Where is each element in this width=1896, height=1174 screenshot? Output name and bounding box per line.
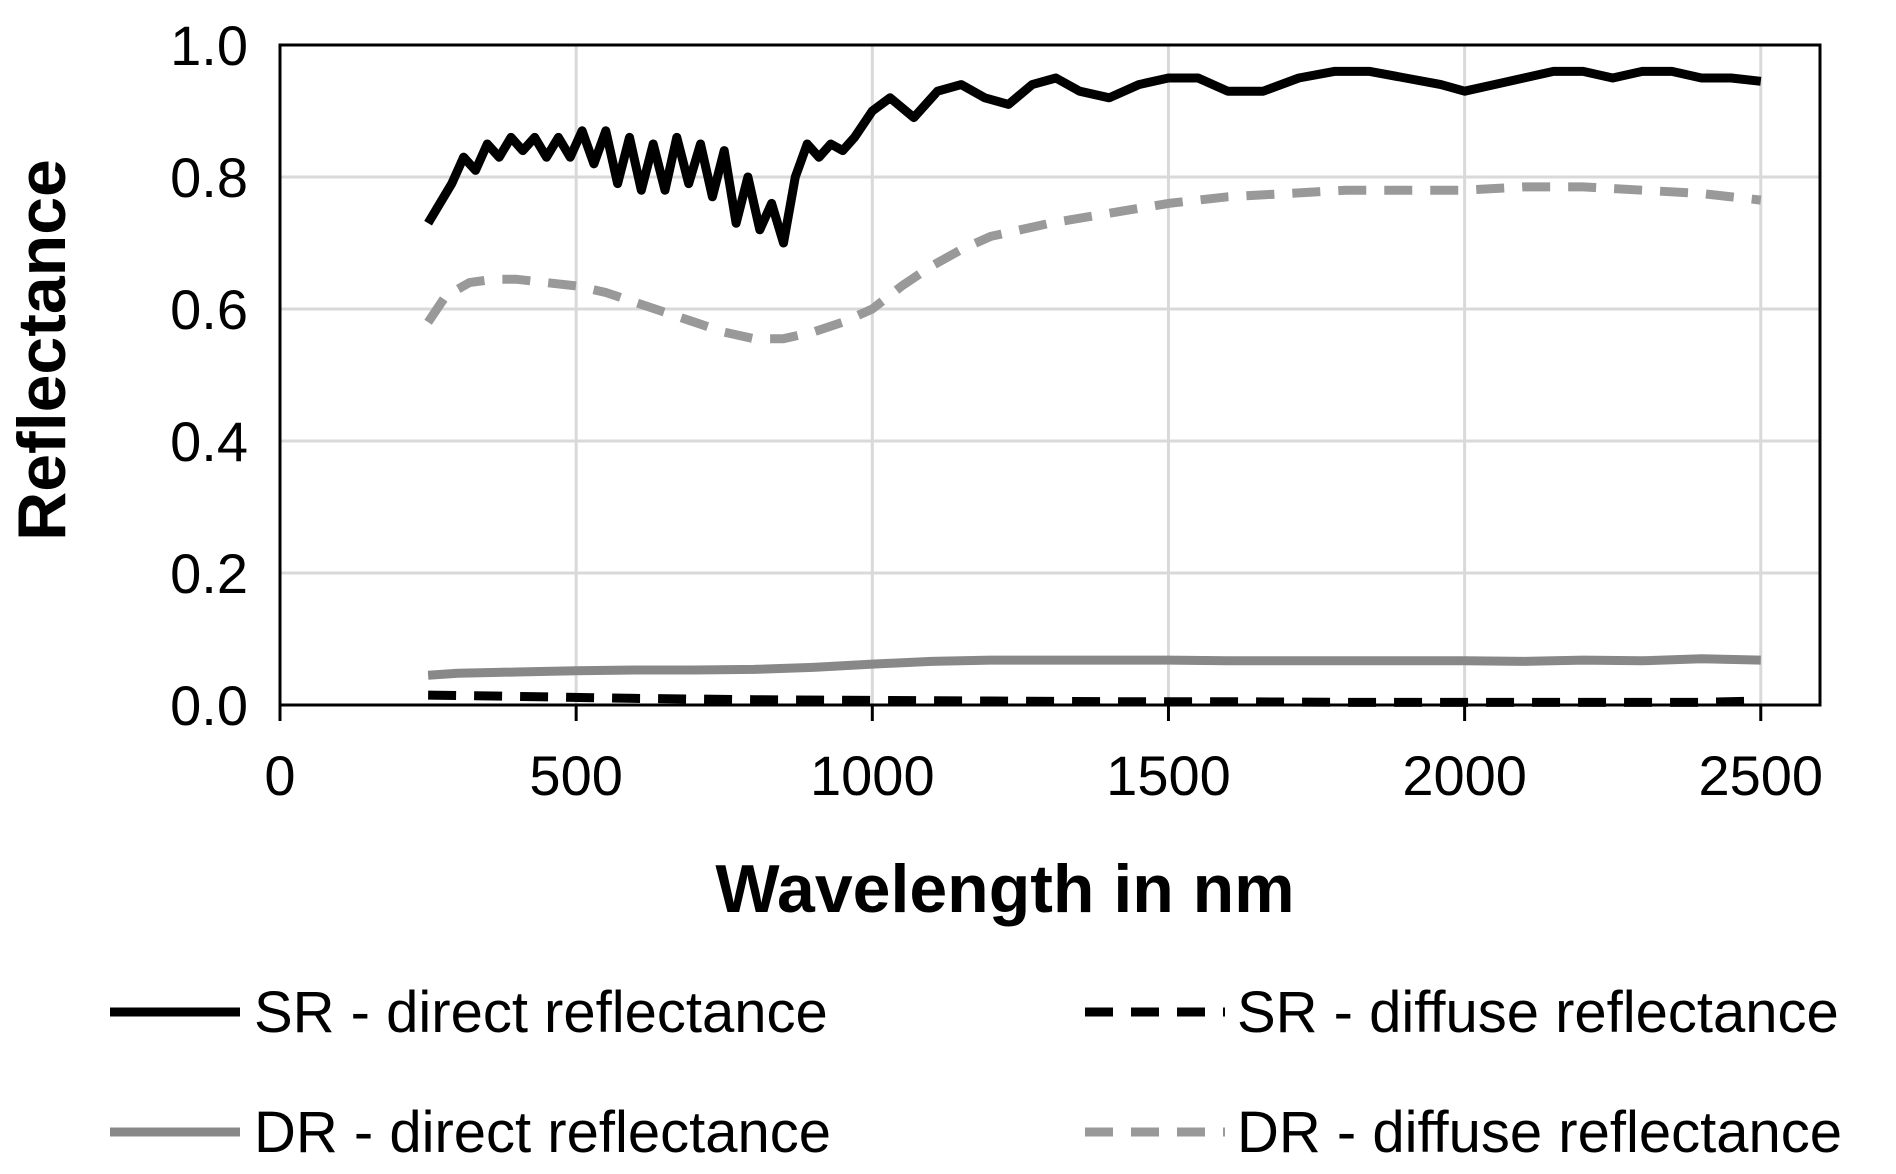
legend-label-sr-direct: SR - direct reflectance: [254, 980, 828, 1045]
x-tick-label-3: 1500: [1106, 744, 1231, 807]
series-line-sr-diffuse-reflectance: [428, 690, 1761, 707]
x-tick-label-5: 2500: [1698, 744, 1823, 807]
series-layer: [424, 66, 1762, 707]
y-tick-label-3: 0.6: [170, 278, 248, 341]
legend-label-dr-diffuse: DR - diffuse reflectance: [1237, 1100, 1842, 1165]
x-tick-label-4: 2000: [1402, 744, 1527, 807]
y-tick-label-4: 0.8: [170, 146, 248, 209]
y-axis-title: Reflectance: [4, 159, 80, 541]
y-tick-label-5: 1.0: [170, 14, 248, 77]
y-tick-label-2: 0.4: [170, 410, 248, 473]
plot-area: [280, 45, 1820, 705]
series-line-dr-direct-reflectance: [427, 654, 1761, 680]
legend-label-dr-direct: DR - direct reflectance: [254, 1100, 831, 1165]
legend-item-dr-direct: DR - direct reflectance: [110, 1100, 831, 1165]
x-ticks: 0 500 1000 1500 2000 2500: [264, 705, 1823, 807]
y-ticks: 0.0 0.2 0.4 0.6 0.8 1.0: [170, 14, 248, 737]
series-line-dr-diffuse-reflectance: [424, 182, 1762, 344]
series-line-sr-direct-reflectance: [424, 66, 1762, 248]
x-tick-label-1: 500: [529, 744, 622, 807]
y-tick-label-1: 0.2: [170, 542, 248, 605]
x-axis-title: Wavelength in nm: [715, 851, 1294, 927]
legend-item-sr-diffuse: SR - diffuse reflectance: [1085, 980, 1839, 1045]
legend: SR - direct reflectance SR - diffuse ref…: [110, 980, 1842, 1165]
x-tick-label-2: 1000: [810, 744, 935, 807]
x-tick-label-0: 0: [264, 744, 295, 807]
legend-label-sr-diffuse: SR - diffuse reflectance: [1237, 980, 1839, 1045]
y-tick-label-0: 0.0: [170, 674, 248, 737]
legend-item-sr-direct: SR - direct reflectance: [110, 980, 828, 1045]
legend-item-dr-diffuse: DR - diffuse reflectance: [1085, 1100, 1842, 1165]
